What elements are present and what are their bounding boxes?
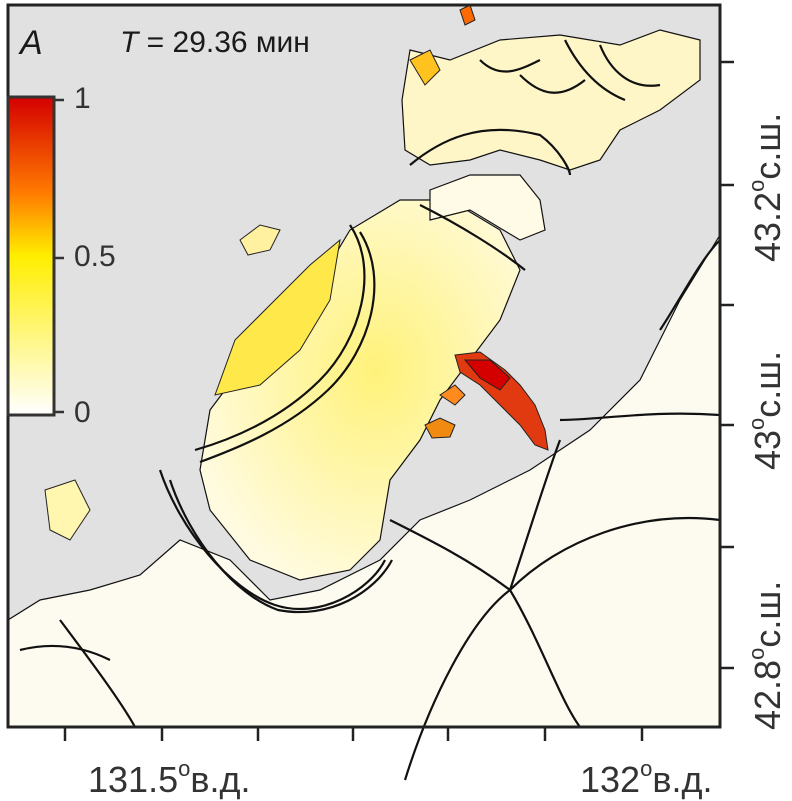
colorbar-tick-min: 0 [74,396,91,429]
colorbar-tick-mid: 0.5 [74,240,116,273]
colorbar-ticks [54,98,64,414]
x-label-131-5: 131.5oв.д. [88,756,251,800]
axis-ticks [63,60,734,741]
y-label-42-8: 42.8oс.ш. [744,580,788,730]
sea-area [7,29,721,728]
colorbar [6,95,56,417]
x-label-132: 132oв.д. [580,756,713,800]
time-symbol: T [120,26,139,59]
amplitude-hotspots [44,4,549,541]
time-value: = 29.36 мин [138,26,310,59]
y-label-43-2: 43.2oс.ш. [744,112,788,262]
y-label-43: 43oс.ш. [744,350,788,470]
colorbar-tick-max: 1 [74,82,91,115]
time-label: T = 29.36 мин [120,26,310,60]
isoline-contours [19,39,721,781]
panel-label: A [20,24,43,62]
